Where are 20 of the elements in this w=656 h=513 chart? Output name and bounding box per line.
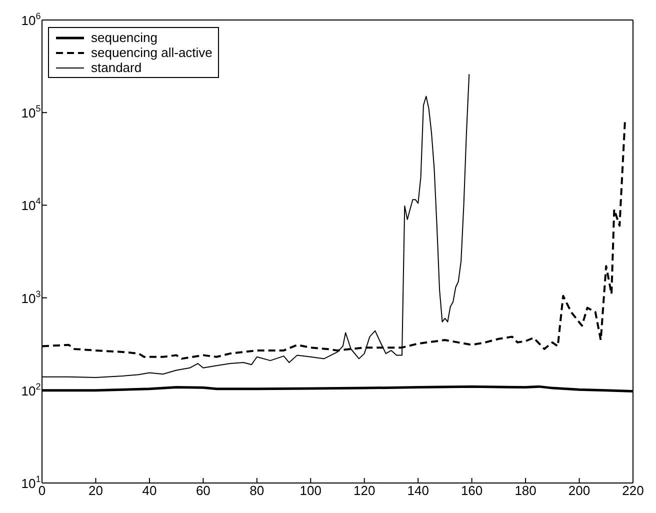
y-tick-label: 10$^{2}$	[21, 381, 41, 398]
legend-label: sequencing all-active	[91, 45, 212, 60]
legend-label: standard	[91, 60, 142, 75]
y-tick-label: 10$^{6}$	[21, 11, 41, 28]
x-tick-label: 80	[250, 483, 264, 498]
x-tick-label: 120	[354, 483, 376, 498]
x-tick-label: 0	[38, 483, 46, 498]
y-tick-label: 10$^{5}$	[21, 104, 41, 121]
x-tick-label: 100	[300, 483, 322, 498]
x-tick-label: 200	[568, 483, 590, 498]
y-tick-label: 10$^{4}$	[21, 196, 41, 214]
y-tick-label: 10$^{3}$	[21, 288, 41, 306]
legend-label: sequencing	[91, 30, 158, 45]
x-tick-label: 140	[407, 483, 429, 498]
x-tick-label: 180	[514, 483, 536, 498]
x-tick-label: 160	[460, 483, 483, 498]
x-tick-label: 220	[622, 483, 644, 498]
x-tick-label: 60	[196, 483, 210, 498]
x-tick-label: 40	[142, 483, 157, 498]
x-tick-label: 20	[88, 483, 103, 498]
